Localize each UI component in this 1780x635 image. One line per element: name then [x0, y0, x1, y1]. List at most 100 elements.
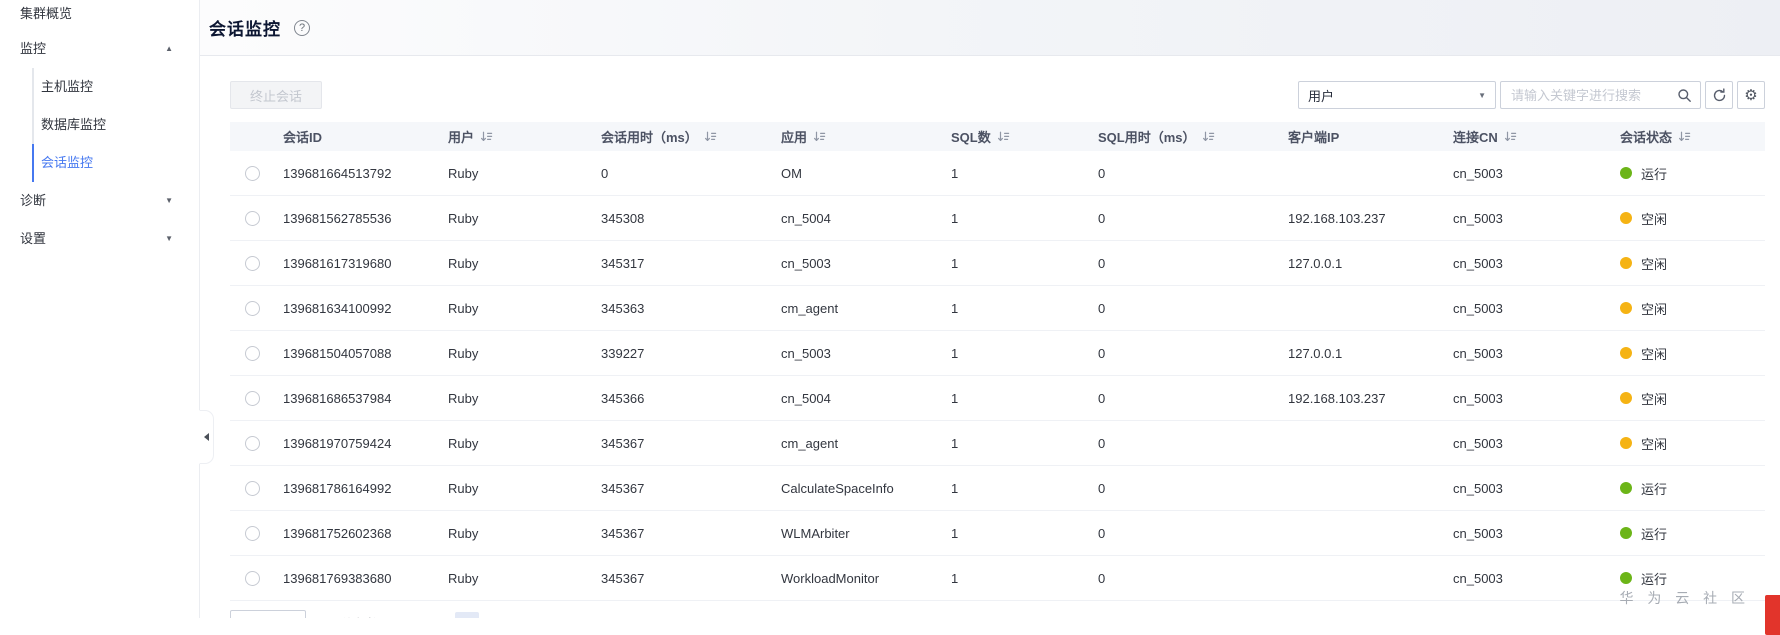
cell-cn: cn_5003 [1453, 570, 1503, 586]
sidebar-item-label: 诊断 [20, 193, 47, 208]
row-radio[interactable] [245, 210, 260, 226]
cell-sql-time-ms: 0 [1098, 300, 1106, 316]
column-header-5[interactable]: SQL用时（ms） [1090, 127, 1280, 146]
sidebar-collapse-handle[interactable] [199, 410, 214, 464]
sidebar-item-label: 集群概览 [20, 6, 73, 21]
page-button-3[interactable]: 3 [519, 612, 543, 619]
help-icon[interactable]: ? [294, 19, 310, 36]
column-header-label: 会话ID [283, 130, 323, 145]
settings-button[interactable]: ⚙ [1737, 81, 1765, 109]
sidebar-item-session-monitoring[interactable]: 会话监控 [32, 144, 199, 182]
cell-cn: cn_5003 [1453, 435, 1503, 451]
cell-user: Ruby [448, 480, 479, 496]
search-icon[interactable] [1675, 88, 1700, 103]
cell-client-ip: 192.168.103.237 [1288, 390, 1386, 406]
page-size-select[interactable]: 10 ▼ [230, 610, 306, 618]
main-content: 终止会话 用户 ▼ [200, 57, 1780, 618]
refresh-button[interactable] [1705, 81, 1733, 109]
status-dot-idle [1620, 437, 1632, 449]
cell-session-time-ms: 345367 [601, 570, 645, 586]
status-label: 空闲 [1641, 436, 1668, 452]
cell-sql-time-ms: 0 [1098, 390, 1106, 406]
sidebar-item-database-monitoring[interactable]: 数据库监控 [32, 106, 199, 144]
row-radio[interactable] [245, 390, 260, 406]
row-radio[interactable] [245, 525, 260, 541]
search-input[interactable] [1501, 87, 1675, 103]
sort-icon[interactable] [1202, 130, 1215, 143]
cell-sql-count: 1 [951, 345, 959, 361]
sidebar-item-label: 数据库监控 [41, 117, 107, 132]
status-label: 空闲 [1641, 346, 1668, 362]
cell-sql-count: 1 [951, 255, 959, 271]
sidebar-item-cluster-overview[interactable]: 集群概览 [0, 0, 199, 30]
column-header-3[interactable]: 应用 [773, 127, 943, 146]
table-row: 139681634100992 Ruby 345363 cm_agent 1 0 cn_50… [230, 286, 1765, 331]
column-header-7[interactable]: 连接CN [1445, 127, 1612, 146]
refresh-icon [1712, 87, 1727, 103]
row-radio[interactable] [245, 165, 260, 181]
sidebar-item-host-monitoring[interactable]: 主机监控 [32, 68, 199, 106]
sort-icon[interactable] [1678, 130, 1691, 143]
filter-dropdown[interactable]: 用户 ▼ [1298, 81, 1496, 109]
chevron-down-icon: ▼ [1478, 90, 1486, 100]
cell-cn: cn_5003 [1453, 255, 1503, 271]
cell-sql-time-ms: 0 [1098, 435, 1106, 451]
status-label: 运行 [1641, 571, 1668, 587]
column-header-label: 会话用时（ms） [601, 130, 698, 145]
cell-status: 运行 [1612, 569, 1765, 588]
column-header-label: 应用 [781, 130, 808, 145]
sort-icon[interactable] [480, 130, 493, 143]
status-label: 空闲 [1641, 211, 1668, 227]
page-button-2[interactable]: 2 [487, 612, 511, 619]
sidebar-item-diagnosis[interactable]: 诊断 ▼ [0, 182, 199, 220]
page-button-1[interactable]: 1 [454, 611, 479, 618]
prev-page-button[interactable]: < [431, 616, 451, 618]
cell-sql-count: 1 [951, 210, 959, 226]
toolbar: 终止会话 用户 ▼ [230, 81, 1765, 109]
cell-client-ip: 192.168.103.237 [1288, 210, 1386, 226]
terminate-session-button[interactable]: 终止会话 [230, 81, 322, 109]
cell-sql-count: 1 [951, 165, 959, 181]
cell-session-time-ms: 345366 [601, 390, 645, 406]
row-radio[interactable] [245, 345, 260, 361]
cell-cn: cn_5003 [1453, 165, 1503, 181]
row-radio[interactable] [245, 435, 260, 451]
cell-status: 空闲 [1612, 389, 1765, 408]
next-page-button[interactable]: > [549, 616, 569, 618]
sort-icon[interactable] [704, 130, 717, 143]
column-header-6: 客户端IP [1280, 127, 1445, 146]
cell-session-id: 139681970759424 [283, 435, 392, 451]
row-radio[interactable] [245, 300, 260, 316]
column-header-8[interactable]: 会话状态 [1612, 127, 1765, 146]
row-radio[interactable] [245, 255, 260, 271]
column-header-1[interactable]: 用户 [440, 127, 593, 146]
column-header-label: 连接CN [1453, 130, 1498, 145]
sort-icon[interactable] [1504, 130, 1517, 143]
cell-user: Ruby [448, 570, 479, 586]
cell-sql-time-ms: 0 [1098, 210, 1106, 226]
watermark: 华 为 云 社 区 [1619, 588, 1750, 608]
column-header-label: SQL数 [951, 130, 991, 145]
sidebar-item-monitoring[interactable]: 监控 ▲ [0, 30, 199, 68]
status-dot-idle [1620, 302, 1632, 314]
table-row: 139681664513792 Ruby 0 OM 1 0 cn_5003 运行 [230, 151, 1765, 196]
row-radio[interactable] [245, 570, 260, 586]
status-dot-running [1620, 527, 1632, 539]
cell-user: Ruby [448, 390, 479, 406]
status-label: 空闲 [1641, 301, 1668, 317]
status-dot-idle [1620, 392, 1632, 404]
session-table: 会话ID 用户 会话用时（ms） 应用 SQL数 SQL用时（ms） 客户端IP 连接CN 会话… [230, 122, 1765, 601]
sort-icon[interactable] [997, 130, 1010, 143]
sort-icon[interactable] [813, 130, 826, 143]
column-header-2[interactable]: 会话用时（ms） [593, 127, 773, 146]
cell-application: CalculateSpaceInfo [781, 480, 894, 496]
row-radio[interactable] [245, 480, 260, 496]
filter-dropdown-value: 用户 [1308, 88, 1335, 104]
column-header-4[interactable]: SQL数 [943, 127, 1090, 146]
cell-session-time-ms: 0 [601, 165, 609, 181]
status-dot-running [1620, 572, 1632, 584]
sidebar-item-settings[interactable]: 设置 ▼ [0, 220, 199, 258]
cell-sql-count: 1 [951, 435, 959, 451]
cell-user: Ruby [448, 435, 479, 451]
cell-cn: cn_5003 [1453, 300, 1503, 316]
